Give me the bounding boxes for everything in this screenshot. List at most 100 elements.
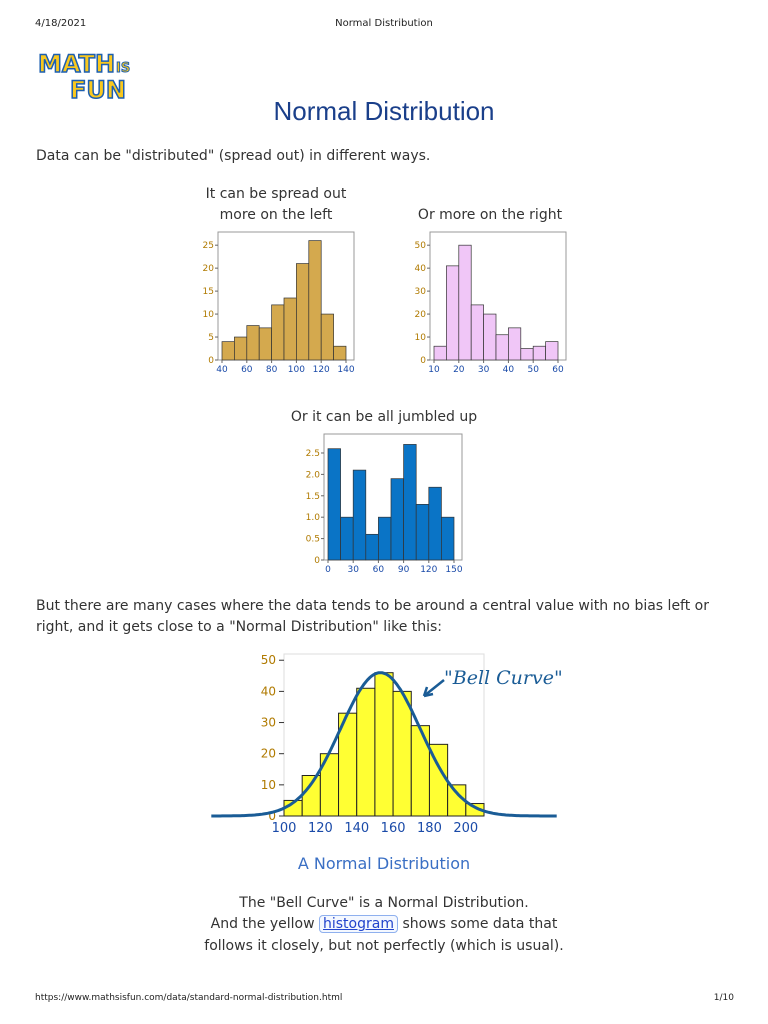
footer-page-number: 1/10 [713, 993, 734, 1003]
x-tick-label: 30 [478, 365, 490, 375]
y-tick-label: 2.0 [306, 470, 321, 480]
y-tick-label: 0 [208, 356, 214, 366]
histogram-bar [378, 516, 392, 561]
histogram-bar [520, 348, 534, 361]
bell-curve-line [211, 671, 557, 818]
x-tick-label: 180 [417, 821, 442, 836]
desc-line2: And the yellow histogram shows some data… [0, 915, 768, 933]
y-tick-label: 20 [261, 747, 276, 761]
histogram-bar [446, 265, 460, 361]
intro-text: Data can be "distributed" (spread out) i… [36, 148, 431, 164]
x-tick-label: 80 [266, 365, 278, 375]
histogram-bar [495, 334, 509, 361]
histogram-bar [320, 313, 334, 361]
x-tick-label: 140 [344, 821, 369, 836]
x-tick-label: 120 [313, 365, 330, 375]
histogram-bar [333, 345, 347, 361]
histogram-bar [545, 341, 559, 361]
y-tick-label: 50 [415, 241, 427, 251]
histogram-bar [470, 304, 484, 361]
x-tick-label: 60 [552, 365, 564, 375]
histogram-bar [340, 516, 354, 561]
histogram-bar [234, 336, 248, 361]
histogram-bar [403, 444, 417, 561]
x-tick-label: 60 [241, 365, 253, 375]
histogram-bar [352, 469, 367, 561]
y-tick-label: 10 [203, 310, 215, 320]
logo-text-math: MATH [38, 50, 115, 78]
y-tick-label: 10 [261, 778, 276, 792]
histogram-bar [374, 672, 394, 817]
x-tick-label: 30 [347, 565, 359, 575]
histogram-bar [458, 244, 472, 361]
y-tick-label: 1.0 [306, 513, 321, 523]
x-tick-label: 160 [381, 821, 406, 836]
histogram-bar [246, 325, 260, 361]
normal-distribution-caption: A Normal Distribution [297, 854, 471, 873]
caption-left-line2: more on the left [219, 207, 333, 223]
histogram-bar [327, 448, 341, 561]
histogram-bar [356, 687, 376, 817]
histogram-bar [296, 263, 310, 361]
histogram-link[interactable]: histogram [319, 915, 398, 933]
x-tick-label: 10 [428, 365, 440, 375]
paragraph2-line1: But there are many cases where the data … [36, 598, 709, 614]
y-tick-label: 0.5 [306, 535, 320, 545]
desc-line2-pre: And the yellow [210, 916, 315, 932]
y-tick-label: 10 [415, 333, 427, 343]
histogram-bar [410, 725, 430, 817]
y-tick-label: 40 [415, 264, 427, 274]
x-tick-label: 200 [453, 821, 478, 836]
y-tick-label: 20 [415, 310, 427, 320]
x-tick-label: 40 [216, 365, 228, 375]
paragraph2-line2: right, and it gets close to a "Normal Di… [36, 619, 443, 635]
y-tick-label: 2.5 [306, 449, 320, 459]
y-tick-label: 0 [268, 809, 276, 823]
y-tick-label: 0 [420, 356, 426, 366]
x-tick-label: 150 [445, 565, 462, 575]
footer-url[interactable]: https://www.mathsisfun.com/data/standard… [35, 993, 343, 1003]
caption-jumbled: Or it can be all jumbled up [290, 409, 478, 425]
histogram-bar [483, 313, 497, 361]
caption-left-line1: It can be spread out [205, 186, 347, 202]
bell-curve-arrowhead [422, 686, 434, 698]
histogram-bar [258, 327, 272, 361]
chart-normal-distribution: 0 10 20 30 40 50 100 120 140 160 180 200 "Bell Curve… [211, 653, 563, 836]
histogram-bar [441, 516, 455, 561]
y-tick-label: 25 [203, 241, 214, 251]
header-doc-title: Normal Distribution [335, 18, 433, 29]
logo-text-fun: FUN [70, 76, 126, 104]
x-tick-label: 40 [503, 365, 515, 375]
x-tick-label: 90 [398, 565, 410, 575]
histogram-bar [308, 240, 322, 361]
histogram-bar [433, 345, 447, 361]
histogram-bar [271, 304, 285, 361]
desc-line1: The "Bell Curve" is a Normal Distributio… [239, 895, 529, 911]
y-tick-label: 1.5 [306, 492, 320, 502]
bell-curve-annotation: "Bell Curve" [444, 667, 563, 689]
x-tick-label: 100 [272, 821, 297, 836]
y-tick-label: 20 [203, 264, 215, 274]
y-tick-label: 15 [203, 287, 214, 297]
x-tick-label: 140 [337, 365, 354, 375]
chart-jumbled: 0 0.5 1.0 1.5 2.0 2.5 0 30 60 90 120 150 [306, 433, 463, 575]
x-tick-label: 120 [420, 565, 437, 575]
y-tick-label: 30 [415, 287, 427, 297]
histogram-bar [415, 504, 430, 561]
page-title: Normal Distribution [273, 96, 495, 126]
histogram-bar [428, 486, 442, 561]
histogram-bar [365, 533, 379, 561]
logo-text-is: IS [116, 61, 130, 76]
mathsisfun-logo[interactable]: MATH IS FUN [36, 44, 136, 106]
desc-line2-post: shows some data that [402, 916, 558, 932]
x-tick-label: 100 [288, 365, 305, 375]
histogram-bar [283, 297, 297, 361]
histogram-bar [390, 478, 404, 561]
x-tick-label: 120 [308, 821, 333, 836]
histogram-bar [532, 345, 546, 361]
caption-right: Or more on the right [417, 207, 563, 223]
x-tick-label: 20 [453, 365, 465, 375]
x-tick-label: 50 [527, 365, 539, 375]
x-tick-label: 0 [325, 565, 331, 575]
chart-left-skewed: 0 5 10 15 20 25 40 60 80 100 120 140 [203, 231, 355, 375]
